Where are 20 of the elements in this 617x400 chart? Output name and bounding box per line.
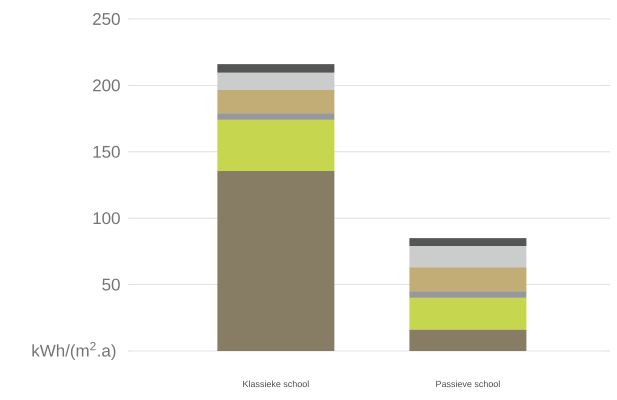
y-tick-label: 150 <box>94 146 120 158</box>
bar <box>409 238 526 246</box>
y-tick-label: 250 <box>93 13 120 25</box>
bar <box>409 291 526 298</box>
bar <box>217 113 334 120</box>
bar <box>217 171 334 351</box>
x-tick-label: Klassieke school <box>243 380 309 388</box>
bar <box>409 330 526 351</box>
bar <box>217 72 334 90</box>
bar <box>217 90 334 114</box>
bar <box>409 246 526 268</box>
bar <box>217 120 334 172</box>
bar <box>409 298 526 330</box>
y-tick-label: 200 <box>93 79 120 92</box>
y-tick-label: 50 <box>102 278 120 291</box>
bar <box>217 64 334 73</box>
x-tick-label: Passieve school <box>436 380 500 388</box>
bar <box>409 267 526 292</box>
y-axis-title: kWh/(m$^{2}$.a) <box>32 342 116 360</box>
y-tick-label: 100 <box>94 212 120 224</box>
